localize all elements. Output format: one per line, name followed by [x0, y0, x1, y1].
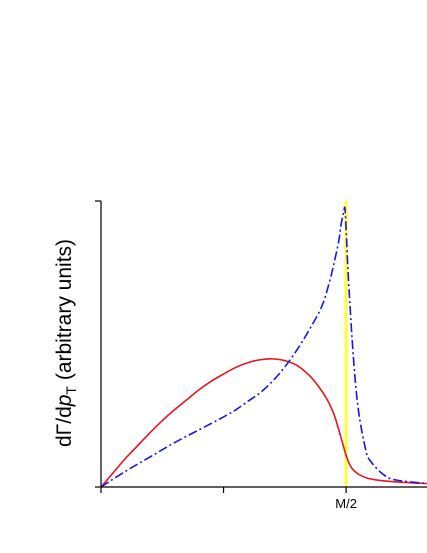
y-axis-label: dΓ/dpT (arbitrary units) — [53, 239, 79, 447]
axes-layer — [95, 200, 427, 488]
y-axis-label-sub: T — [63, 386, 79, 395]
y-axis-label-suffix: (arbitrary units) — [53, 239, 76, 386]
y-axis-label-prefix: dΓ/d — [53, 406, 76, 447]
y-axis-label-var: p — [53, 395, 76, 408]
series-line-solid — [100, 358, 427, 488]
ticks-layer: M/2 — [100, 487, 357, 511]
series-layer — [100, 201, 427, 488]
x-tick-label: M/2 — [335, 496, 357, 511]
series-line-dashdot — [100, 206, 427, 488]
